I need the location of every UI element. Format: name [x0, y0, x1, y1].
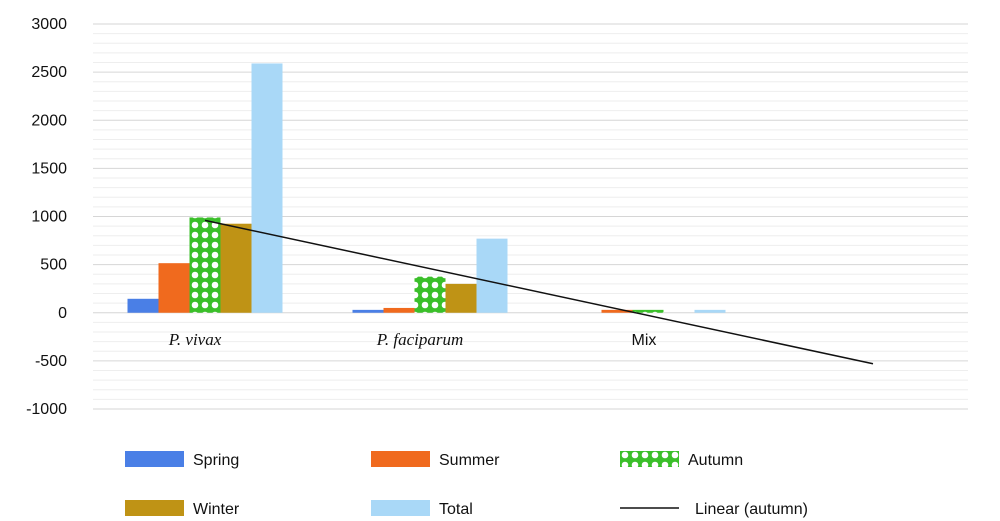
bar-total-1	[476, 238, 508, 313]
legend-label: Spring	[193, 452, 239, 469]
legend-swatch	[371, 500, 430, 516]
legend-item-total: Total	[371, 500, 473, 518]
legend-label: Summer	[439, 452, 500, 469]
legend-label: Winter	[193, 501, 240, 518]
legend-item-winter: Winter	[125, 500, 240, 518]
bar-summer-1	[383, 307, 415, 313]
bar-spring-0	[127, 298, 159, 313]
y-tick-label: -1000	[26, 401, 67, 418]
bar-summer-0	[158, 263, 190, 313]
legend: Spring Summer Autumn Winter Total Linear (aut…	[125, 451, 808, 518]
y-tick-label: 500	[40, 257, 67, 274]
category-label: Mix	[632, 332, 657, 349]
legend-swatch	[125, 500, 184, 516]
legend-label: Total	[439, 501, 473, 518]
category-label: P. faciparum	[376, 330, 464, 349]
y-tick-label: 2500	[31, 64, 67, 81]
legend-item-autumn: Autumn	[620, 451, 743, 469]
bar-winter-1	[445, 283, 477, 313]
legend-swatch	[125, 451, 184, 467]
y-tick-label: 0	[58, 305, 67, 322]
bar-winter-0	[220, 223, 252, 313]
bars	[127, 63, 726, 313]
y-tick-label: 2000	[31, 112, 67, 129]
y-tick-label: 1000	[31, 209, 67, 226]
y-axis: -1000 -500 0 500 1000 1500 2000 2500 3000	[26, 16, 67, 418]
legend-swatch	[371, 451, 430, 467]
category-labels: P. vivax P. faciparum Mix	[168, 330, 657, 349]
bar-total-0	[251, 63, 283, 313]
trendline-layer	[204, 219, 874, 365]
category-label: P. vivax	[168, 330, 222, 349]
bar-spring-1	[352, 309, 384, 313]
bar-autumn-0	[189, 217, 221, 313]
legend-label: Autumn	[688, 452, 743, 469]
y-tick-label: 3000	[31, 16, 67, 33]
legend-item-summer: Summer	[371, 451, 500, 469]
legend-item-linear-autumn: Linear (autumn)	[620, 501, 808, 518]
bar-autumn-1	[414, 276, 446, 313]
bar-summer-2	[601, 309, 633, 313]
legend-label: Linear (autumn)	[695, 501, 808, 518]
y-tick-label: 1500	[31, 160, 67, 177]
y-tick-label: -500	[35, 353, 67, 370]
legend-item-spring: Spring	[125, 451, 239, 469]
bar-autumn-2	[632, 309, 664, 313]
trendline-linear-autumn	[204, 219, 874, 365]
bar-total-2	[694, 309, 726, 313]
legend-swatch	[620, 451, 679, 467]
gridlines	[93, 23, 968, 410]
